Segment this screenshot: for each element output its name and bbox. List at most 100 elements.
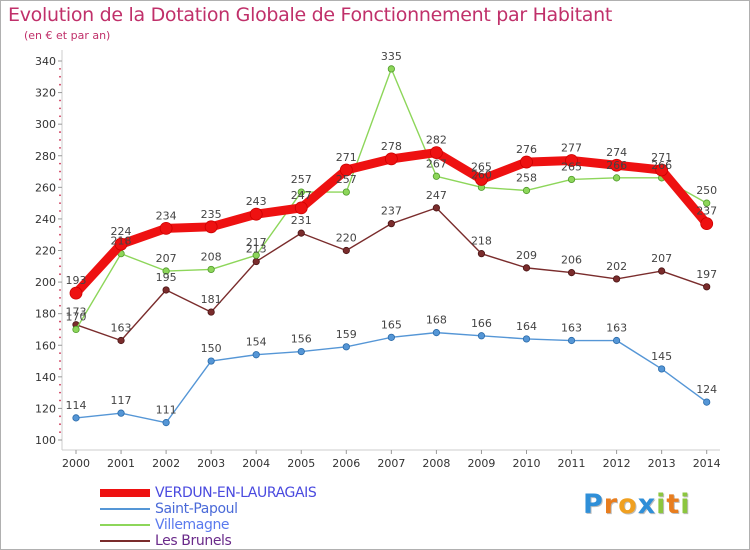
x-tick-label: 2001 bbox=[107, 457, 135, 470]
legend-swatch bbox=[100, 524, 150, 526]
y-minor-tick bbox=[59, 115, 61, 118]
logo-letter: x bbox=[637, 489, 657, 520]
chart-subtitle: (en € et par an) bbox=[24, 29, 111, 42]
data-point bbox=[162, 419, 170, 427]
y-minor-tick bbox=[59, 170, 61, 173]
data-label: 124 bbox=[696, 383, 717, 396]
data-label: 218 bbox=[111, 235, 132, 248]
x-tick-label: 2008 bbox=[422, 457, 450, 470]
data-point bbox=[432, 329, 440, 337]
data-point bbox=[342, 343, 350, 351]
y-tick-label: 120 bbox=[35, 402, 56, 415]
data-point bbox=[162, 286, 170, 294]
logo-letter: i bbox=[656, 489, 667, 520]
data-label: 207 bbox=[651, 252, 672, 265]
data-point bbox=[207, 265, 215, 274]
data-label: 163 bbox=[561, 322, 582, 335]
data-point bbox=[612, 336, 621, 345]
data-label: 234 bbox=[156, 209, 177, 222]
data-label: 164 bbox=[516, 320, 537, 333]
data-point bbox=[162, 267, 170, 275]
data-label: 271 bbox=[651, 151, 672, 164]
data-point bbox=[477, 250, 486, 258]
data-label: 231 bbox=[291, 214, 312, 227]
y-minor-tick bbox=[59, 423, 61, 426]
legend-swatch bbox=[100, 508, 150, 510]
y-minor-tick bbox=[59, 399, 61, 402]
legend-label: VERDUN-EN-LAURAGAIS bbox=[155, 485, 317, 501]
data-point bbox=[114, 237, 128, 251]
data-label: 258 bbox=[516, 171, 537, 184]
data-label: 257 bbox=[336, 173, 357, 186]
data-label: 266 bbox=[651, 159, 672, 172]
x-tick-label: 2013 bbox=[648, 457, 676, 470]
y-minor-tick bbox=[59, 352, 61, 355]
data-label: 276 bbox=[516, 143, 537, 156]
x-tick-label: 2011 bbox=[558, 457, 586, 470]
y-minor-tick bbox=[59, 162, 61, 165]
data-point bbox=[207, 357, 215, 365]
data-point bbox=[612, 174, 621, 182]
x-tick-label: 2006 bbox=[332, 457, 360, 470]
data-point bbox=[703, 283, 711, 291]
data-point bbox=[703, 398, 711, 406]
data-point bbox=[432, 172, 440, 180]
data-label: 220 bbox=[336, 232, 357, 245]
data-point bbox=[610, 158, 623, 172]
data-label: 218 bbox=[471, 235, 492, 248]
y-minor-tick bbox=[59, 431, 61, 434]
y-minor-tick bbox=[59, 289, 61, 291]
y-tick-label: 160 bbox=[35, 339, 56, 352]
x-tick-label: 2005 bbox=[287, 457, 315, 470]
data-point bbox=[520, 155, 533, 169]
data-label: 206 bbox=[561, 254, 582, 267]
data-label: 145 bbox=[651, 350, 672, 363]
data-label: 266 bbox=[606, 159, 627, 172]
chart-title: Evolution de la Dotation Globale de Fonc… bbox=[8, 4, 613, 26]
y-minor-tick bbox=[59, 131, 61, 133]
data-point bbox=[522, 264, 531, 272]
data-label: 111 bbox=[156, 404, 177, 417]
x-tick-label: 2012 bbox=[603, 457, 631, 470]
data-label: 265 bbox=[471, 160, 492, 173]
y-tick-label: 300 bbox=[35, 118, 56, 131]
data-label: 271 bbox=[336, 151, 357, 164]
data-point bbox=[297, 188, 305, 196]
data-point bbox=[387, 333, 395, 341]
data-label: 208 bbox=[201, 250, 222, 263]
data-point bbox=[117, 409, 125, 417]
data-point bbox=[249, 207, 263, 221]
data-point bbox=[339, 163, 353, 177]
y-tick-label: 340 bbox=[35, 55, 56, 68]
data-point bbox=[477, 332, 486, 340]
logo-letter: r bbox=[603, 489, 619, 520]
y-minor-tick bbox=[59, 304, 61, 307]
data-label: 193 bbox=[66, 274, 87, 287]
y-minor-tick bbox=[59, 75, 61, 78]
data-point bbox=[703, 199, 711, 207]
data-point bbox=[429, 146, 443, 159]
data-point bbox=[252, 251, 260, 259]
y-minor-tick bbox=[59, 202, 61, 205]
data-label: 165 bbox=[381, 318, 402, 331]
legend-swatch bbox=[100, 489, 150, 497]
logo-letter: o bbox=[618, 489, 638, 520]
data-point bbox=[204, 220, 218, 234]
logo-letter: t bbox=[666, 489, 681, 520]
y-minor-tick bbox=[59, 178, 61, 181]
data-point bbox=[522, 186, 531, 195]
y-minor-tick bbox=[59, 360, 61, 362]
data-point bbox=[117, 336, 125, 345]
data-point bbox=[69, 286, 83, 300]
y-minor-tick bbox=[59, 296, 61, 299]
data-point bbox=[342, 246, 350, 255]
x-tick-label: 2007 bbox=[377, 457, 405, 470]
data-label: 257 bbox=[291, 173, 312, 186]
y-minor-tick bbox=[59, 146, 61, 149]
data-point bbox=[342, 188, 350, 196]
y-tick-label: 200 bbox=[35, 276, 56, 289]
data-label: 260 bbox=[471, 168, 492, 181]
y-minor-tick bbox=[59, 320, 61, 323]
data-label: 237 bbox=[381, 205, 402, 218]
